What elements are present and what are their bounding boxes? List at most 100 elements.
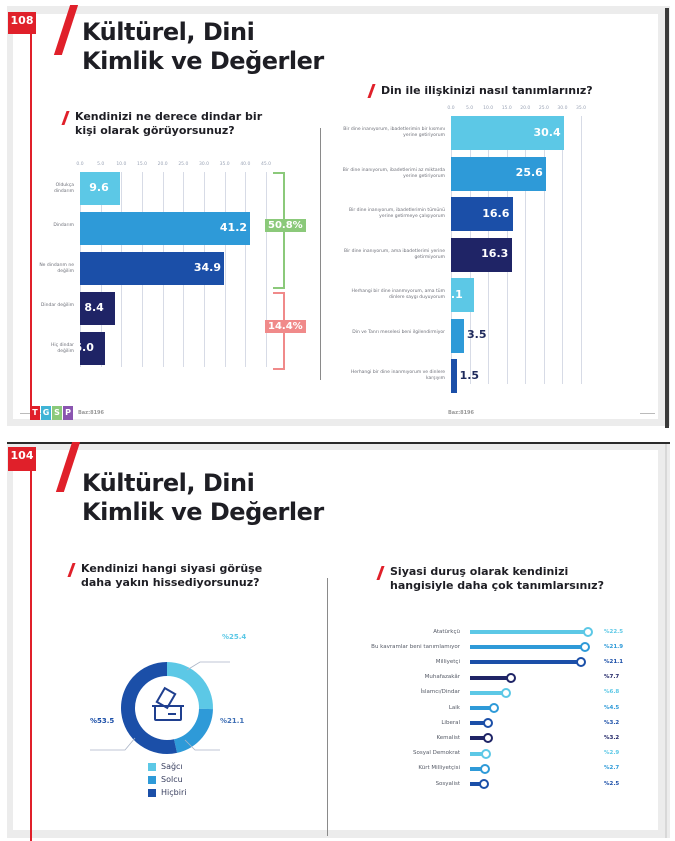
category-label: İslamcı/Dindar — [420, 689, 460, 696]
value-label: %2.9 — [604, 750, 620, 757]
lollipop-dot — [482, 733, 493, 744]
donut-slice-1 — [173, 708, 213, 753]
page-number-tag: 104 — [8, 447, 36, 471]
gridline — [266, 172, 267, 367]
lollipop-stem — [470, 645, 585, 650]
value-label: %22.5 — [604, 628, 624, 635]
chart4-title-line1: Siyasi duruş olarak kendinizi — [390, 565, 569, 578]
legend-item: Solcu — [148, 775, 183, 784]
donut-label-hicbiri: %53.5 — [90, 717, 115, 725]
bar-value-label: 16.6 — [482, 206, 510, 220]
bar-value-label: 1.5 — [459, 368, 480, 382]
lollipop-stem — [470, 690, 506, 695]
tgsp-logo: T G S P — [30, 406, 73, 420]
category-label: Sosyal Demokrat — [413, 750, 460, 757]
x-tick-label: 15.0 — [501, 106, 512, 111]
x-tick-label: 30.0 — [557, 106, 568, 111]
lollipop-dot — [506, 672, 517, 683]
column-divider — [327, 578, 328, 836]
lollipop-dot — [501, 687, 512, 698]
x-tick-label: 10.0 — [116, 162, 127, 167]
category-label: Herhangi bir dine inanmıyorum ve dinlere… — [350, 370, 445, 381]
page-title-line2: Kimlik ve Değerler — [82, 47, 324, 75]
category-label: Muhafazakâr — [424, 674, 460, 681]
bar-value-label: 3.5 — [467, 328, 487, 342]
category-label: Herhangi bir dine inanmıyorum, ama tüm d… — [351, 289, 445, 300]
x-tick-label: 40.0 — [240, 162, 251, 167]
column-divider — [320, 128, 321, 380]
bar-value-label: 6.1 — [443, 287, 463, 301]
lollipop-stem — [470, 736, 487, 741]
lollipop-stem — [470, 630, 588, 634]
x-tick-label: 30.0 — [198, 162, 210, 167]
leader-line — [186, 661, 230, 671]
category-label: Milliyetçi — [435, 658, 460, 665]
donut-slice-2 — [121, 662, 178, 754]
x-tick-label: 0.0 — [76, 162, 84, 167]
value-label: %6.8 — [604, 689, 620, 696]
value-label: %3.2 — [604, 719, 620, 726]
category-label: Kürt Milliyetçisi — [418, 765, 460, 772]
category-label: Sosyalist — [435, 780, 460, 787]
lollipop-dot — [583, 627, 594, 637]
bar — [80, 252, 225, 285]
chart1-title-line2: kişi olarak görüyorsunuz? — [75, 124, 235, 137]
leader-line — [90, 737, 136, 751]
category-label: Atatürkçü — [433, 628, 460, 635]
lollipop-dot — [482, 718, 493, 729]
value-label: %2.7 — [604, 765, 620, 772]
x-tick-label: 25.0 — [538, 106, 549, 111]
lollipop-stem — [470, 675, 511, 680]
x-tick-label: 35.0 — [575, 106, 587, 111]
page-edge — [665, 444, 667, 838]
bar — [80, 332, 105, 365]
category-label: Bir dine inanıyorum, ibadetlerimin bir k… — [343, 127, 445, 138]
category-label: Oldukça dindarım — [53, 182, 74, 194]
lollipop-dot — [489, 703, 500, 713]
x-tick-label: 5.0 — [97, 162, 105, 167]
legend-swatch — [148, 775, 156, 784]
footer-rule — [640, 413, 655, 414]
legend-label: Hiçbiri — [161, 788, 187, 797]
bar — [451, 359, 457, 393]
bar-value-label: 9.6 — [89, 181, 109, 195]
bar-value-label: 34.9 — [193, 261, 221, 275]
x-tick-label: 25.0 — [178, 162, 189, 167]
donut-slice-0 — [166, 662, 213, 710]
category-label: Bir dine inanıyorum, ibadetlerimi az mik… — [342, 167, 445, 179]
bar — [451, 237, 512, 272]
badge-nonreligious-total: 14.4% — [265, 320, 306, 333]
lollipop-stem — [470, 706, 494, 710]
lollipop-dot — [576, 657, 587, 668]
bar-value-label: 16.3 — [481, 247, 509, 261]
bar — [451, 197, 513, 231]
lollipop-dot — [481, 748, 492, 759]
lollipop-dot — [580, 642, 591, 653]
base-count-right: Baz:8196 — [448, 410, 475, 416]
legend-swatch — [148, 762, 156, 771]
logo-letter: S — [52, 406, 62, 420]
x-tick-label: 45.0 — [260, 162, 272, 167]
category-label: Liberal — [441, 719, 460, 726]
x-tick-label: 35.0 — [219, 162, 230, 167]
bar-value-label: 8.4 — [84, 301, 104, 315]
page-title-line1: Kültürel, Dini — [82, 469, 255, 497]
bar — [451, 156, 547, 191]
category-label: Hiç dindar değilim — [51, 342, 74, 354]
lollipop-stem — [470, 721, 487, 726]
legend-item: Hiçbiri — [148, 788, 186, 797]
lollipop-dot — [480, 763, 491, 774]
legend-swatch — [148, 788, 156, 797]
x-tick-label: 20.0 — [157, 162, 168, 167]
x-tick-label: 15.0 — [136, 162, 148, 167]
gridline — [525, 116, 527, 384]
chart2-title: Din ile ilişkinizi nasıl tanımlarınız? — [381, 84, 593, 97]
lollipop-stem — [470, 766, 485, 771]
legend-label: Solcu — [161, 775, 183, 784]
bar-value-label: 6.0 — [74, 341, 94, 355]
logo-letter: T — [30, 406, 40, 420]
value-label: %7.7 — [604, 674, 620, 681]
x-tick-label: 10.0 — [483, 106, 494, 111]
category-label: Bu kavramlar beni tanımlamıyor — [371, 643, 460, 650]
page-title-line2: Kimlik ve Değerler — [82, 498, 324, 526]
